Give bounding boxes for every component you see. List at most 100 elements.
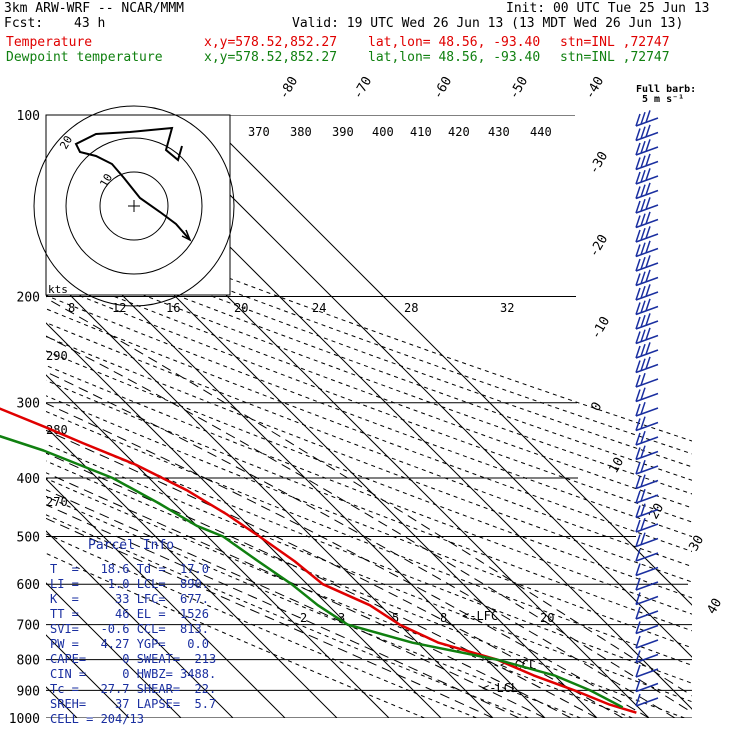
wind-barb [635, 537, 659, 548]
wind-barb [635, 233, 659, 243]
dry-adiabat [46, 243, 692, 481]
wind-barb-flag [635, 331, 641, 344]
wind-barb-flag [640, 140, 646, 154]
dry-adiabat [46, 350, 692, 599]
wind-barb-flag [640, 532, 646, 545]
mixing-ratio-label: 16 [166, 301, 180, 315]
isotherm-label: 40 [704, 596, 725, 617]
wind-barb [635, 436, 659, 446]
wind-barb [635, 146, 659, 156]
dry-adiabat [46, 281, 692, 523]
parcel-info-title: Parcel Info [88, 538, 175, 553]
wind-barb [635, 508, 659, 519]
wind-barb [635, 682, 659, 693]
moist-adiabat [46, 517, 494, 718]
wind-barb-flag [645, 284, 651, 297]
parcel-row-tt: TT = 46 EL = 1526 [50, 607, 209, 621]
hodograph-ring [65, 137, 203, 275]
parcel-row-pw: PW = 4.27 YGP= 0.0 [50, 637, 209, 651]
dry-adiabat [46, 294, 692, 538]
isotherm-label: 10 [606, 455, 627, 476]
isotherm-line [46, 218, 546, 718]
mixing-ratio-label-low: 2 [300, 611, 307, 625]
moist-adiabat [46, 472, 572, 718]
wind-barb-flag [640, 430, 646, 444]
fcst-label: Fcst: [4, 16, 44, 31]
wind-barb [635, 653, 659, 664]
wind-barb-flag [635, 650, 641, 663]
dewpoint-station: stn=INL ,72747 [560, 50, 670, 65]
wind-barb-flag [640, 416, 646, 429]
wind-barb [635, 175, 659, 185]
moist-adiabat [46, 489, 546, 718]
wind-barb-flag [635, 273, 641, 286]
hodograph-units: kts [48, 283, 68, 296]
pressure-label-400: 400 [17, 472, 40, 487]
wind-barb-flag [635, 592, 641, 605]
wind-barb [635, 334, 659, 345]
wind-barb [635, 117, 659, 127]
wind-barb [635, 305, 659, 316]
pressure-label-200: 200 [17, 291, 40, 306]
wind-barb [635, 421, 659, 432]
lfc-marker: <-LFC [462, 609, 498, 623]
wind-barb-flag [640, 445, 646, 458]
isotherm-label: -80 [276, 74, 301, 102]
wind-barb-flag [635, 621, 641, 634]
wind-barb-flag [635, 635, 641, 649]
wind-barb-flag [635, 229, 641, 243]
temperature-xy: x,y=578.52,852.27 [204, 35, 338, 50]
wind-barb-flag [635, 316, 641, 330]
hodograph-trace [74, 126, 191, 241]
isotherm-line [46, 270, 494, 718]
wind-barb-flag [635, 679, 641, 692]
wind-barb-flag [645, 197, 651, 210]
wind-barb-flag [645, 356, 651, 370]
wind-barb-flag [635, 606, 641, 620]
isotherm-line [46, 322, 442, 718]
pressure-label-700: 700 [17, 619, 40, 634]
wind-barb [635, 291, 659, 301]
wind-barb-flag [635, 519, 641, 533]
wind-barb [635, 189, 659, 200]
wind-barb-flag [640, 474, 646, 487]
moist-adiabat [46, 504, 520, 718]
wind-barb [635, 218, 659, 229]
wind-barb-flag [640, 242, 646, 255]
wind-barb-flag [635, 418, 641, 431]
wind-barb [635, 566, 659, 577]
dry-adiabat [46, 268, 692, 509]
dry-adiabat [46, 336, 692, 583]
dewpoint-line [0, 434, 624, 709]
wind-barb-flag [640, 126, 646, 139]
isotherm-line [46, 478, 286, 718]
dry-adiabat [46, 256, 692, 495]
wind-barb-flag [640, 358, 646, 371]
wind-barb-flag [640, 285, 646, 299]
pressure-label-300: 300 [17, 397, 40, 412]
wind-barb-flag [640, 256, 646, 270]
dewpoint-legend: Dewpoint temperature [6, 50, 163, 65]
parcel-row-cell: CELL = 204/13 [50, 712, 144, 726]
dewpoint-latlon: lat,lon= 48.56, -93.40 [368, 50, 541, 65]
wind-barb [635, 131, 659, 142]
wind-barb-flag [635, 345, 641, 359]
isotherm-line [46, 426, 338, 718]
wind-barb-flag [635, 664, 641, 678]
theta-label: 420 [448, 125, 470, 139]
isotherm-label: 30 [686, 533, 707, 554]
barb-legend-line2: 5 m s⁻¹ [642, 94, 685, 105]
mixing-ratio-label-low: 3 [338, 611, 345, 625]
wind-barb-flag [635, 142, 641, 156]
theta-label: 390 [332, 125, 354, 139]
dry-adiabat [46, 308, 692, 552]
theta-label-left: 270 [46, 495, 68, 509]
parcel-row-k: K = 33 LFC= 677. [50, 592, 209, 606]
model-title: 3km ARW-WRF -- NCAR/MMM [4, 1, 185, 16]
isotherm-label: -70 [350, 74, 375, 102]
wind-barb-flag [635, 447, 641, 460]
wind-barb-flag [635, 461, 641, 475]
theta-label: 400 [372, 125, 394, 139]
wind-barb [635, 479, 659, 490]
